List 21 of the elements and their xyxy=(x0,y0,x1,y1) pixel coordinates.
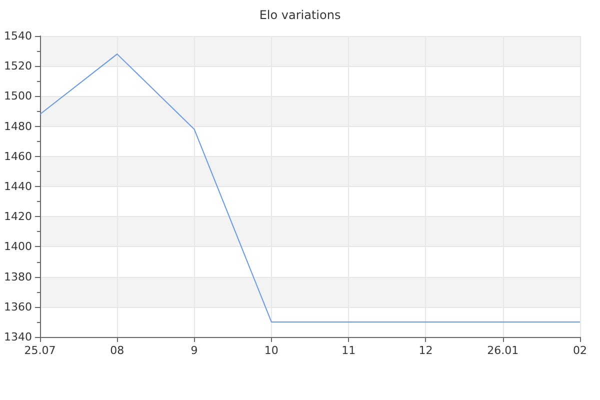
x-tick-label: 08 xyxy=(110,344,124,357)
x-tick-label: 9 xyxy=(190,344,198,357)
y-tick-label: 1540 xyxy=(4,30,32,42)
y-tick-label: 1420 xyxy=(4,210,32,224)
y-tick-label: 1460 xyxy=(4,150,32,163)
x-tick-label: 10 xyxy=(264,344,278,357)
chart-title: Elo variations xyxy=(259,8,341,22)
y-tick-label: 1500 xyxy=(4,90,32,103)
y-tick-label: 1440 xyxy=(4,180,32,193)
y-tick-label: 1400 xyxy=(4,240,32,254)
y-tick-label: 1380 xyxy=(4,270,32,284)
y-tick-label: 1520 xyxy=(4,60,32,73)
x-tick-label: 12 xyxy=(418,344,433,357)
x-tick-label: 26.01 xyxy=(487,344,519,357)
x-tick-label: 25.07 xyxy=(24,344,56,357)
y-tick-label: 1480 xyxy=(4,120,32,133)
line-series xyxy=(40,54,580,322)
x-tick-label: 11 xyxy=(342,344,356,357)
y-tick-label: 1360 xyxy=(4,300,32,314)
x-tick-label: 02 xyxy=(573,344,587,357)
y-tick-label: 1340 xyxy=(4,330,32,344)
